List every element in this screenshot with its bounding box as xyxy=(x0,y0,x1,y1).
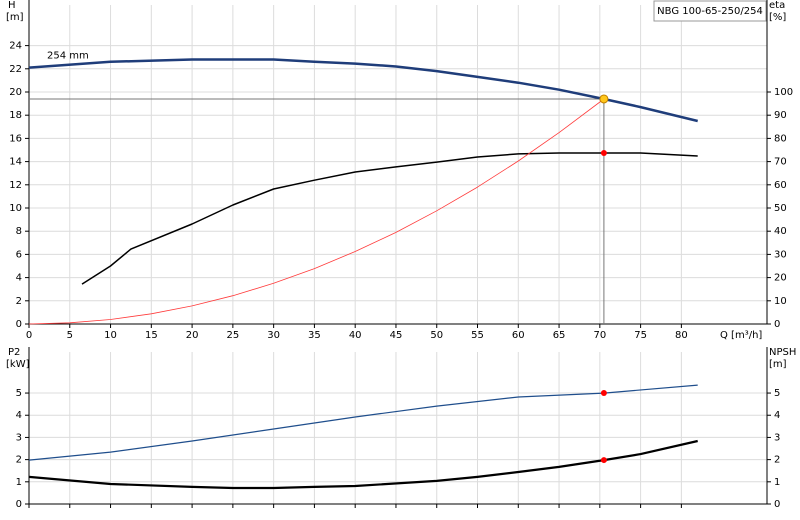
y2-axis-label: NPSH xyxy=(769,347,796,358)
y-axis-unit: [kW] xyxy=(6,359,30,370)
x-tick-label: 25 xyxy=(227,330,240,341)
curve xyxy=(28,384,698,461)
y2-tick-label: 80 xyxy=(774,133,787,144)
y-tick-label: 10 xyxy=(9,203,22,214)
curve xyxy=(28,98,605,325)
y-tick-label: 2 xyxy=(16,455,22,466)
y2-tick-label: 20 xyxy=(774,273,787,284)
y2-tick-label: 60 xyxy=(774,180,787,191)
x-axis-label: Q [m³/h] xyxy=(720,330,762,341)
x-tick-label: 60 xyxy=(512,330,525,341)
y2-tick-label: 5 xyxy=(774,388,780,399)
y2-tick-label: 1 xyxy=(774,477,780,488)
y2-axis-unit: [m] xyxy=(769,359,787,370)
x-tick-label: 45 xyxy=(390,330,403,341)
y-axis-label: P2 xyxy=(8,347,20,358)
x-tick-label: 80 xyxy=(675,330,688,341)
y-tick-label: 24 xyxy=(9,41,22,52)
y2-axis-label: eta xyxy=(769,0,785,11)
x-tick-label: 50 xyxy=(430,330,443,341)
y-axis-label: H xyxy=(8,0,16,11)
x-tick-label: 20 xyxy=(186,330,199,341)
y2-tick-label: 100 xyxy=(774,87,793,98)
x-tick-label: 55 xyxy=(471,330,484,341)
y-tick-label: 2 xyxy=(16,296,22,307)
curve-label: 254 mm xyxy=(47,51,89,62)
y2-tick-label: 50 xyxy=(774,203,787,214)
duty-point xyxy=(599,94,609,104)
y-tick-label: 1 xyxy=(16,477,22,488)
x-tick-label: 5 xyxy=(67,330,73,341)
y2-tick-label: 70 xyxy=(774,157,787,168)
y-tick-label: 12 xyxy=(9,180,22,191)
y-tick-label: 6 xyxy=(16,249,22,260)
x-tick-label: 65 xyxy=(553,330,566,341)
x-tick-label: 35 xyxy=(308,330,321,341)
duty-point xyxy=(600,457,607,464)
y-tick-label: 22 xyxy=(9,64,22,75)
y-tick-label: 18 xyxy=(9,110,22,121)
duty-point xyxy=(600,390,607,397)
x-tick-label: 75 xyxy=(634,330,647,341)
y-tick-label: 5 xyxy=(16,388,22,399)
y-tick-label: 3 xyxy=(16,432,22,443)
y-axis-unit: [m] xyxy=(6,12,24,23)
x-tick-label: 40 xyxy=(349,330,362,341)
y-tick-label: 4 xyxy=(16,273,22,284)
y2-tick-label: 40 xyxy=(774,226,787,237)
y-tick-label: 0 xyxy=(16,319,22,330)
y2-tick-label: 30 xyxy=(774,249,787,260)
y-tick-label: 14 xyxy=(9,157,22,168)
y2-tick-label: 2 xyxy=(774,455,780,466)
x-tick-label: 10 xyxy=(104,330,117,341)
y2-tick-label: 4 xyxy=(774,410,780,421)
x-tick-label: 30 xyxy=(267,330,280,341)
y2-tick-label: 0 xyxy=(774,499,780,510)
y2-tick-label: 10 xyxy=(774,296,787,307)
y-tick-label: 16 xyxy=(9,133,22,144)
x-tick-label: 15 xyxy=(145,330,158,341)
curve xyxy=(28,439,698,490)
y2-axis-unit: [%] xyxy=(769,12,786,23)
y-tick-label: 20 xyxy=(9,87,22,98)
title-box xyxy=(653,0,767,22)
x-tick-label: 0 xyxy=(26,330,32,341)
y-tick-label: 8 xyxy=(16,226,22,237)
x-tick-label: 70 xyxy=(593,330,606,341)
curve xyxy=(81,152,698,285)
y-tick-label: 4 xyxy=(16,410,22,421)
duty-point xyxy=(600,150,607,157)
y-tick-label: 0 xyxy=(16,499,22,510)
y2-tick-label: 90 xyxy=(774,110,787,121)
y2-tick-label: 0 xyxy=(774,319,780,330)
curve xyxy=(28,58,698,123)
chart-title: NBG 100-65-250/254 xyxy=(657,6,763,17)
y2-tick-label: 3 xyxy=(774,432,780,443)
